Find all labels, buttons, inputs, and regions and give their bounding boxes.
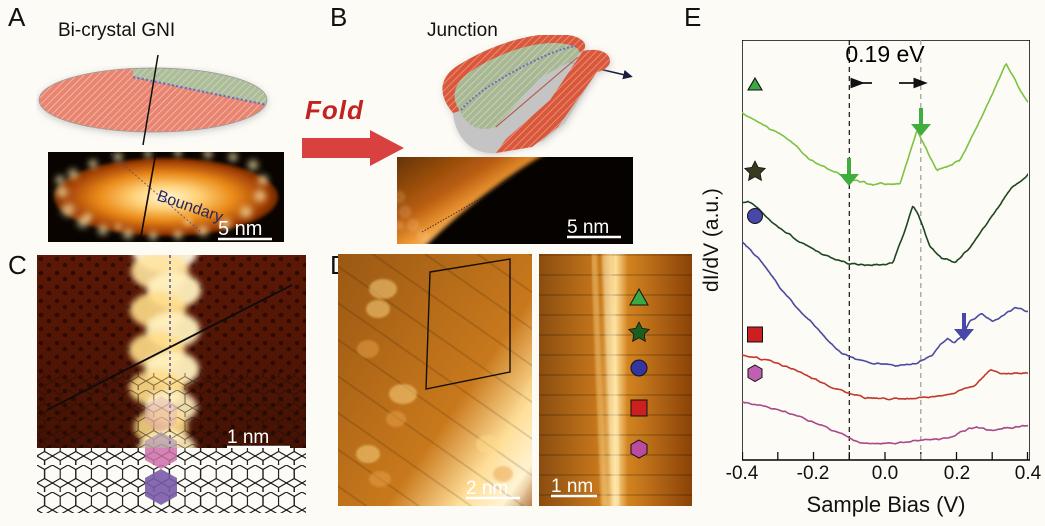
svg-text:5 nm: 5 nm — [218, 218, 262, 240]
svg-text:1 nm: 1 nm — [227, 427, 269, 448]
svg-text:1 nm: 1 nm — [551, 476, 593, 497]
svg-text:2 nm: 2 nm — [466, 478, 508, 499]
svg-text:5 nm: 5 nm — [567, 217, 609, 238]
